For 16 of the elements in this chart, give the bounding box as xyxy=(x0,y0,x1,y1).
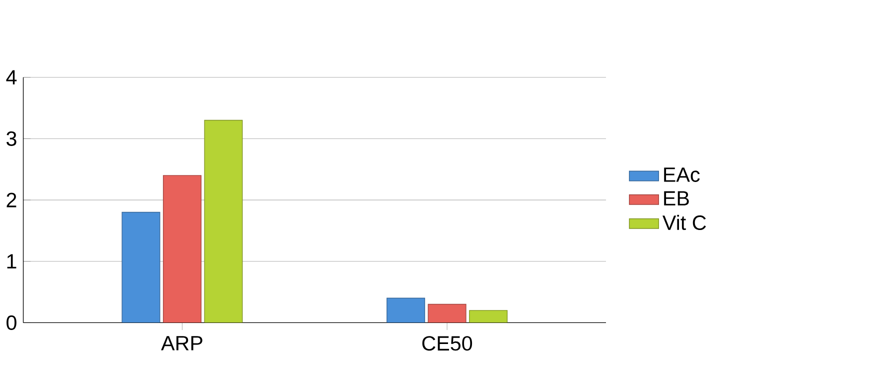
y-tick-label: 1 xyxy=(7,254,16,268)
y-tick-label: 0 xyxy=(6,315,16,330)
legend-label: Vit C xyxy=(662,214,706,230)
x-tick-label: ARP xyxy=(161,336,202,350)
bar xyxy=(428,304,466,323)
bar xyxy=(469,310,508,323)
bar xyxy=(122,212,160,323)
y-tick-label: 3 xyxy=(6,131,16,146)
y-tick-label: 2 xyxy=(6,192,16,208)
bar xyxy=(162,174,202,323)
bar xyxy=(204,120,243,323)
legend-label: EB xyxy=(664,191,689,206)
bar xyxy=(386,298,426,323)
y-tick-label: 4 xyxy=(6,70,17,84)
x-tick-label: CE50 xyxy=(422,336,472,350)
legend-label: EAc xyxy=(664,167,700,182)
